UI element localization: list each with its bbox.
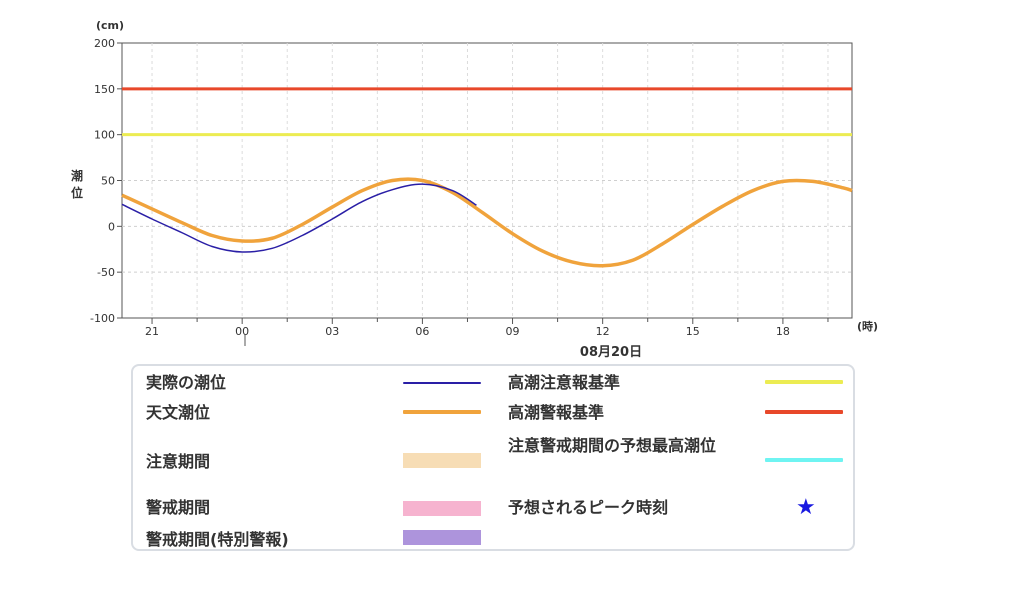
x-tick-label: 00 xyxy=(235,325,249,338)
astronomical-tide-line xyxy=(121,177,853,268)
reference-lines xyxy=(122,87,852,137)
y-tick-label: -100 xyxy=(90,312,115,325)
legend-swatch-high-tide-advisory xyxy=(765,380,843,384)
y-tick-label: 50 xyxy=(101,175,115,188)
legend-label-high-tide-warning: 高潮警報基準 xyxy=(508,403,605,422)
y-axis-title: 潮位 xyxy=(71,168,83,200)
legend-label-warning-period: 警戒期間 xyxy=(146,498,211,517)
y-unit-label: (cm) xyxy=(96,19,124,32)
x-tick-label: 09 xyxy=(506,325,520,338)
x-tick-label: 06 xyxy=(415,325,429,338)
legend-swatch-actual-tide xyxy=(403,382,481,384)
date-label: 08月20日 xyxy=(580,345,642,360)
legend-label-special-warning-period: 警戒期間(特別警報) xyxy=(146,530,289,549)
y-tick-label: -50 xyxy=(97,266,115,279)
y-tick-label: 150 xyxy=(94,83,115,96)
legend: 実際の潮位 天文潮位 注意期間 警戒期間 警戒期間(特別警報) 高潮注意報基準 … xyxy=(131,364,855,551)
legend-label-forecast-max-tide: 注意警戒期間の予想最高潮位 xyxy=(508,436,717,455)
legend-swatch-special-warning-period xyxy=(403,530,481,545)
legend-label-high-tide-advisory: 高潮注意報基準 xyxy=(508,373,621,392)
y-tick-label: 100 xyxy=(94,129,115,142)
star-icon: ★ xyxy=(796,495,816,520)
x-tick-label: 21 xyxy=(145,325,159,338)
legend-label-astronomical-tide: 天文潮位 xyxy=(146,403,211,422)
legend-label-actual-tide: 実際の潮位 xyxy=(146,373,227,392)
actual-tide-line xyxy=(121,183,477,253)
series-lines xyxy=(121,177,853,268)
legend-swatch-forecast-max-tide xyxy=(765,458,843,462)
y-tick-label: 0 xyxy=(108,220,115,233)
x-unit-label: (時) xyxy=(857,319,878,333)
y-axis: 200 150 100 50 0 -50 -100 xyxy=(90,37,122,325)
x-axis: 21 00 03 06 09 12 15 18 xyxy=(145,318,829,338)
y-tick-label: 200 xyxy=(94,37,115,50)
legend-label-caution-period: 注意期間 xyxy=(146,452,211,471)
x-tick-label: 18 xyxy=(776,325,790,338)
legend-label-peak-time: 予想されるピーク時刻 xyxy=(508,498,669,517)
x-tick-label: 03 xyxy=(325,325,339,338)
legend-swatch-high-tide-warning xyxy=(765,410,843,414)
legend-swatch-caution-period xyxy=(403,453,481,468)
x-tick-label: 12 xyxy=(596,325,610,338)
legend-swatch-warning-period xyxy=(403,501,481,516)
x-tick-label: 15 xyxy=(686,325,700,338)
tide-chart: 200 150 100 50 0 -50 -100 21 00 03 06 09 12 15 18 (cm… xyxy=(71,19,878,360)
legend-swatch-astronomical-tide xyxy=(403,410,481,414)
